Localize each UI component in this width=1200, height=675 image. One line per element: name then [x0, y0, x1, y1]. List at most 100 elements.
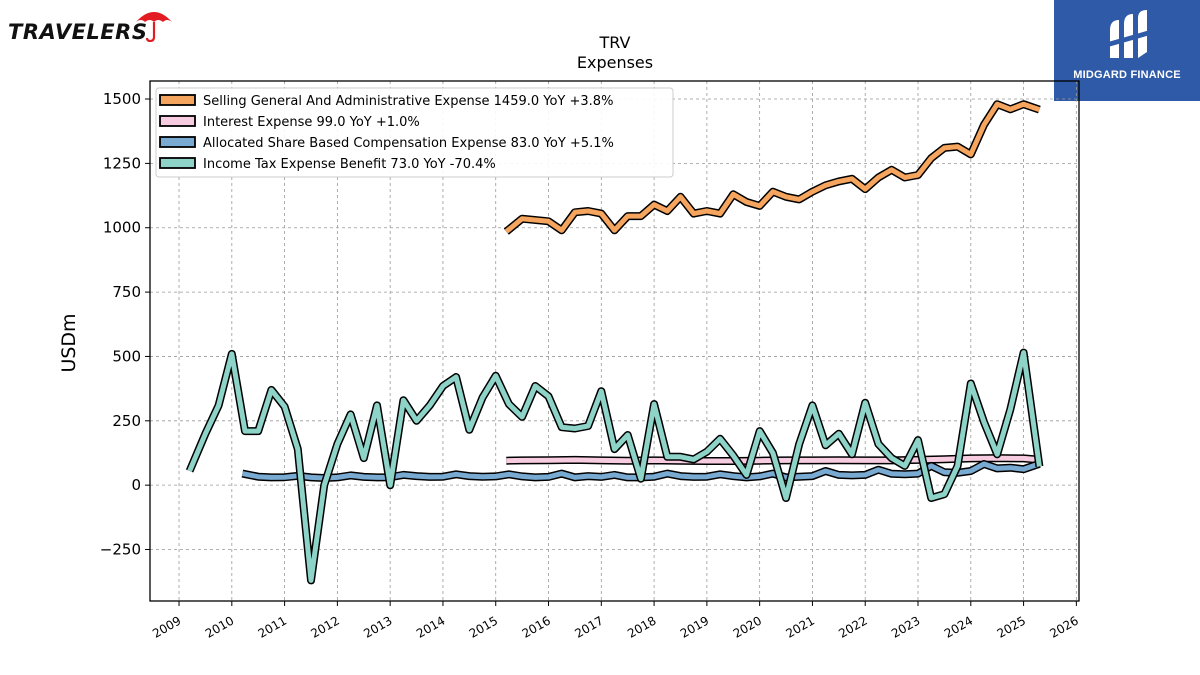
- data-point: [889, 167, 894, 172]
- data-point: [863, 472, 868, 477]
- data-point: [665, 209, 670, 214]
- series-0: [503, 100, 1041, 235]
- data-point: [533, 475, 538, 480]
- data-point: [1021, 456, 1026, 461]
- data-point: [916, 438, 921, 443]
- data-point: [850, 176, 855, 181]
- data-point: [506, 472, 511, 477]
- data-point: [203, 431, 208, 436]
- data-point: [467, 474, 472, 479]
- data-point: [520, 216, 525, 221]
- data-point: [243, 429, 248, 434]
- data-point: [810, 403, 815, 408]
- data-point: [229, 351, 234, 356]
- data-point: [467, 427, 472, 432]
- data-point: [388, 483, 393, 488]
- data-point: [652, 474, 657, 479]
- data-point: [348, 412, 353, 417]
- data-point: [995, 466, 1000, 471]
- data-point: [955, 144, 960, 149]
- data-point: [427, 403, 432, 408]
- data-point: [942, 145, 947, 150]
- data-point: [863, 187, 868, 192]
- data-point: [625, 475, 630, 480]
- data-point: [546, 474, 551, 479]
- data-point: [665, 471, 670, 476]
- x-tick-label: 2025: [995, 613, 1028, 640]
- data-point: [784, 458, 789, 463]
- x-tick-label: 2016: [520, 613, 553, 640]
- data-point: [652, 402, 657, 407]
- data-point: [744, 472, 749, 477]
- x-tick-label: 2024: [942, 613, 975, 640]
- data-point: [625, 458, 630, 463]
- legend-swatch: [159, 115, 196, 127]
- data-point: [282, 404, 287, 409]
- data-point: [902, 175, 907, 180]
- midgard-wordmark: MIDGARD FINANCE: [1073, 69, 1181, 81]
- data-point: [504, 229, 509, 234]
- data-point: [929, 496, 934, 501]
- data-point: [823, 183, 828, 188]
- legend-label: Allocated Share Based Compensation Expen…: [203, 136, 614, 151]
- data-point: [295, 447, 300, 452]
- y-axis-label: USDm: [58, 313, 80, 372]
- data-point: [256, 429, 261, 434]
- data-point: [889, 471, 894, 476]
- x-tick-label: 2020: [731, 613, 764, 640]
- data-point: [441, 384, 446, 389]
- y-tick-label: 1000: [103, 219, 141, 237]
- data-point: [335, 475, 340, 480]
- data-point: [836, 458, 841, 463]
- x-tick-label: 2026: [1047, 613, 1080, 640]
- y-tick-label: 0: [131, 476, 141, 494]
- x-tick-label: 2023: [889, 613, 922, 640]
- data-point: [836, 431, 841, 436]
- data-point: [401, 472, 406, 477]
- data-point: [942, 492, 947, 497]
- data-point: [810, 458, 815, 463]
- data-point: [546, 458, 551, 463]
- data-point: [586, 474, 591, 479]
- data-point: [586, 209, 591, 214]
- data-point: [599, 458, 604, 463]
- x-tick-label: 2009: [150, 613, 183, 640]
- data-point: [876, 467, 881, 472]
- series-lines: [185, 100, 1044, 585]
- data-point: [335, 442, 340, 447]
- data-point: [256, 474, 261, 479]
- travelers-wordmark: TRAVELERS: [8, 20, 148, 44]
- legend-label: Income Tax Expense Benefit 73.0 YoY -70.…: [203, 157, 496, 172]
- data-point: [929, 156, 934, 161]
- data-point: [678, 194, 683, 199]
- data-point: [441, 474, 446, 479]
- data-point: [704, 459, 709, 464]
- data-point: [823, 443, 828, 448]
- data-point: [612, 447, 617, 452]
- data-point: [612, 472, 617, 477]
- data-point: [361, 456, 366, 461]
- data-point: [533, 384, 538, 389]
- chart-title: TRV: [599, 33, 631, 52]
- data-point: [427, 474, 432, 479]
- data-point: [269, 475, 274, 480]
- data-point: [691, 211, 696, 216]
- data-point: [678, 474, 683, 479]
- data-point: [375, 403, 380, 408]
- data-point: [770, 189, 775, 194]
- legend-swatch: [159, 94, 196, 106]
- data-point: [876, 175, 881, 180]
- data-point: [520, 458, 525, 463]
- data-point: [968, 152, 973, 157]
- x-tick-label: 2011: [256, 613, 289, 640]
- chart-subtitle: Expenses: [577, 53, 653, 72]
- data-point: [704, 209, 709, 214]
- data-point: [572, 457, 577, 462]
- data-point: [480, 395, 485, 400]
- data-point: [863, 458, 868, 463]
- data-point: [757, 203, 762, 208]
- data-point: [876, 442, 881, 447]
- data-point: [638, 214, 643, 219]
- data-point: [559, 425, 564, 430]
- data-point: [309, 578, 314, 583]
